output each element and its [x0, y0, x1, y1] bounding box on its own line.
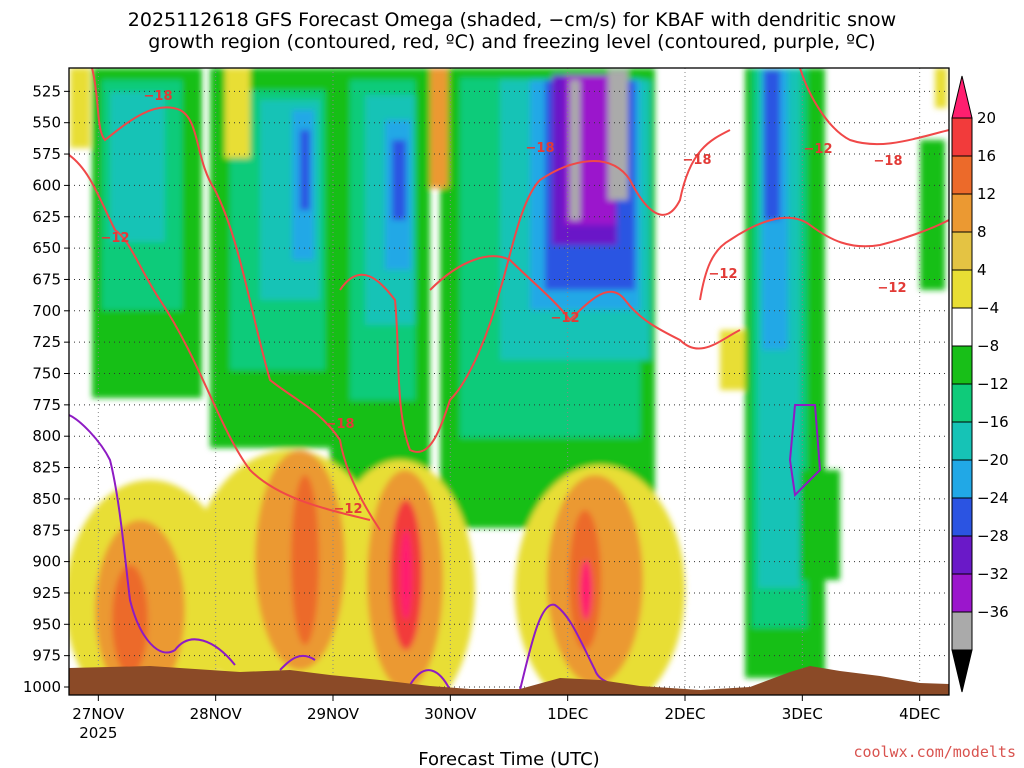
contour-label: −12 — [709, 267, 738, 282]
colorbar-swatch — [951, 231, 973, 271]
contour-label: −18 — [326, 417, 355, 432]
colorbar-cap-bottom — [951, 649, 973, 693]
colorbar-label: 20 — [977, 109, 996, 127]
colorbar-swatch — [951, 459, 973, 499]
colorbar-label: −28 — [977, 527, 1009, 545]
colorbar-label: −16 — [977, 413, 1009, 431]
x-tick-label: 3DEC — [782, 705, 823, 723]
y-tick-label: 750 — [32, 365, 61, 383]
colorbar-swatch — [951, 535, 973, 575]
y-tick-label: 650 — [32, 239, 61, 257]
colorbar-label: 4 — [977, 261, 987, 279]
y-tick-label: 525 — [32, 82, 61, 100]
colorbar-swatch — [951, 573, 973, 613]
colorbar: 20 16 12 8 4 −4 −8 −12 −16 −20 −24 −28 −32 −36 — [951, 75, 1009, 693]
dendritic-contour — [69, 154, 371, 521]
omega-shading — [69, 68, 947, 695]
x-tick-label: 30NOV — [424, 705, 477, 723]
colorbar-swatch — [951, 345, 973, 385]
colorbar-swatch — [951, 497, 973, 537]
colorbar-label: −8 — [977, 337, 999, 355]
x-axis: 27NOV 28NOV 29NOV 30NOV 1DEC 2DEC 3DEC 4DEC — [72, 695, 940, 723]
dendritic-contour — [339, 129, 731, 453]
contour-label: −12 — [804, 142, 833, 157]
y-tick-label: 925 — [32, 584, 61, 602]
x-tick-label: 27NOV — [72, 705, 125, 723]
contours: −18 −12 −18 −12 −18 −12 −18 −12 −12 −18 −12 — [69, 68, 949, 691]
terrain-surface — [69, 666, 949, 695]
y-tick-label: 575 — [32, 145, 61, 163]
colorbar-swatch — [951, 193, 973, 233]
colorbar-label: −36 — [977, 603, 1009, 621]
x-tick-label: 29NOV — [307, 705, 360, 723]
x-tick-label: 28NOV — [190, 705, 243, 723]
colorbar-label: −24 — [977, 489, 1009, 507]
x-axis-label: Forecast Time (UTC) — [418, 749, 599, 768]
y-tick-label: 1000 — [23, 678, 61, 696]
dendritic-contour — [699, 216, 949, 301]
y-tick-label: 675 — [32, 270, 61, 288]
y-tick-label: 550 — [32, 114, 61, 132]
dendritic-contour — [429, 255, 741, 350]
y-tick-label: 950 — [32, 615, 61, 633]
freezing-level-contour — [409, 669, 451, 691]
credit-text: coolwx.com/modelts — [853, 743, 1016, 761]
freezing-level-contour — [69, 414, 236, 666]
x-tick-label: 2DEC — [664, 705, 705, 723]
grid-lines — [69, 68, 949, 695]
contour-label: −18 — [144, 89, 173, 104]
freezing-level-contour — [279, 654, 316, 671]
colorbar-label: −4 — [977, 299, 999, 317]
colorbar-label: 12 — [977, 185, 996, 203]
colorbar-cap-top — [951, 75, 973, 119]
colorbar-swatch — [951, 383, 973, 423]
x-tick-label: 1DEC — [547, 705, 588, 723]
y-tick-label: 625 — [32, 208, 61, 226]
contour-label: −18 — [874, 154, 903, 169]
x-tick-year: 2025 — [79, 724, 117, 742]
colorbar-swatch — [951, 421, 973, 461]
colorbar-label: −20 — [977, 451, 1009, 469]
contour-label: −12 — [101, 231, 130, 246]
colorbar-swatch — [951, 269, 973, 309]
contour-label: −12 — [878, 281, 907, 296]
y-tick-label: 850 — [32, 490, 61, 508]
dendritic-contour — [799, 68, 949, 146]
y-tick-label: 875 — [32, 521, 61, 539]
y-tick-label: 700 — [32, 302, 61, 320]
colorbar-label: 8 — [977, 223, 987, 241]
colorbar-label: −12 — [977, 375, 1009, 393]
y-tick-label: 600 — [32, 176, 61, 194]
colorbar-swatch — [951, 117, 973, 157]
colorbar-swatch — [951, 611, 973, 651]
y-tick-label: 900 — [32, 553, 61, 571]
y-tick-label: 825 — [32, 459, 61, 477]
contour-label: −12 — [551, 311, 580, 326]
y-tick-label: 975 — [32, 647, 61, 665]
chart-title-line-2: growth region (contoured, red, ºC) and f… — [148, 31, 876, 53]
chart-title-line-1: 2025112618 GFS Forecast Omega (shaded, −… — [127, 9, 897, 31]
colorbar-label: 16 — [977, 147, 996, 165]
y-tick-label: 725 — [32, 333, 61, 351]
plot-frame — [68, 67, 950, 696]
y-axis: 525 550 575 600 625 650 675 700 725 750 775 800 825 8… — [23, 82, 69, 696]
contour-label: −18 — [683, 153, 712, 168]
colorbar-swatch — [951, 307, 973, 347]
dendritic-contour — [91, 68, 381, 531]
y-tick-label: 775 — [32, 396, 61, 414]
colorbar-swatch — [951, 155, 973, 195]
freezing-level-contour — [788, 404, 822, 498]
contour-label: −12 — [334, 502, 363, 517]
y-tick-label: 800 — [32, 427, 61, 445]
contour-label: −18 — [526, 141, 555, 156]
x-tick-label: 4DEC — [899, 705, 940, 723]
colorbar-label: −32 — [977, 565, 1009, 583]
